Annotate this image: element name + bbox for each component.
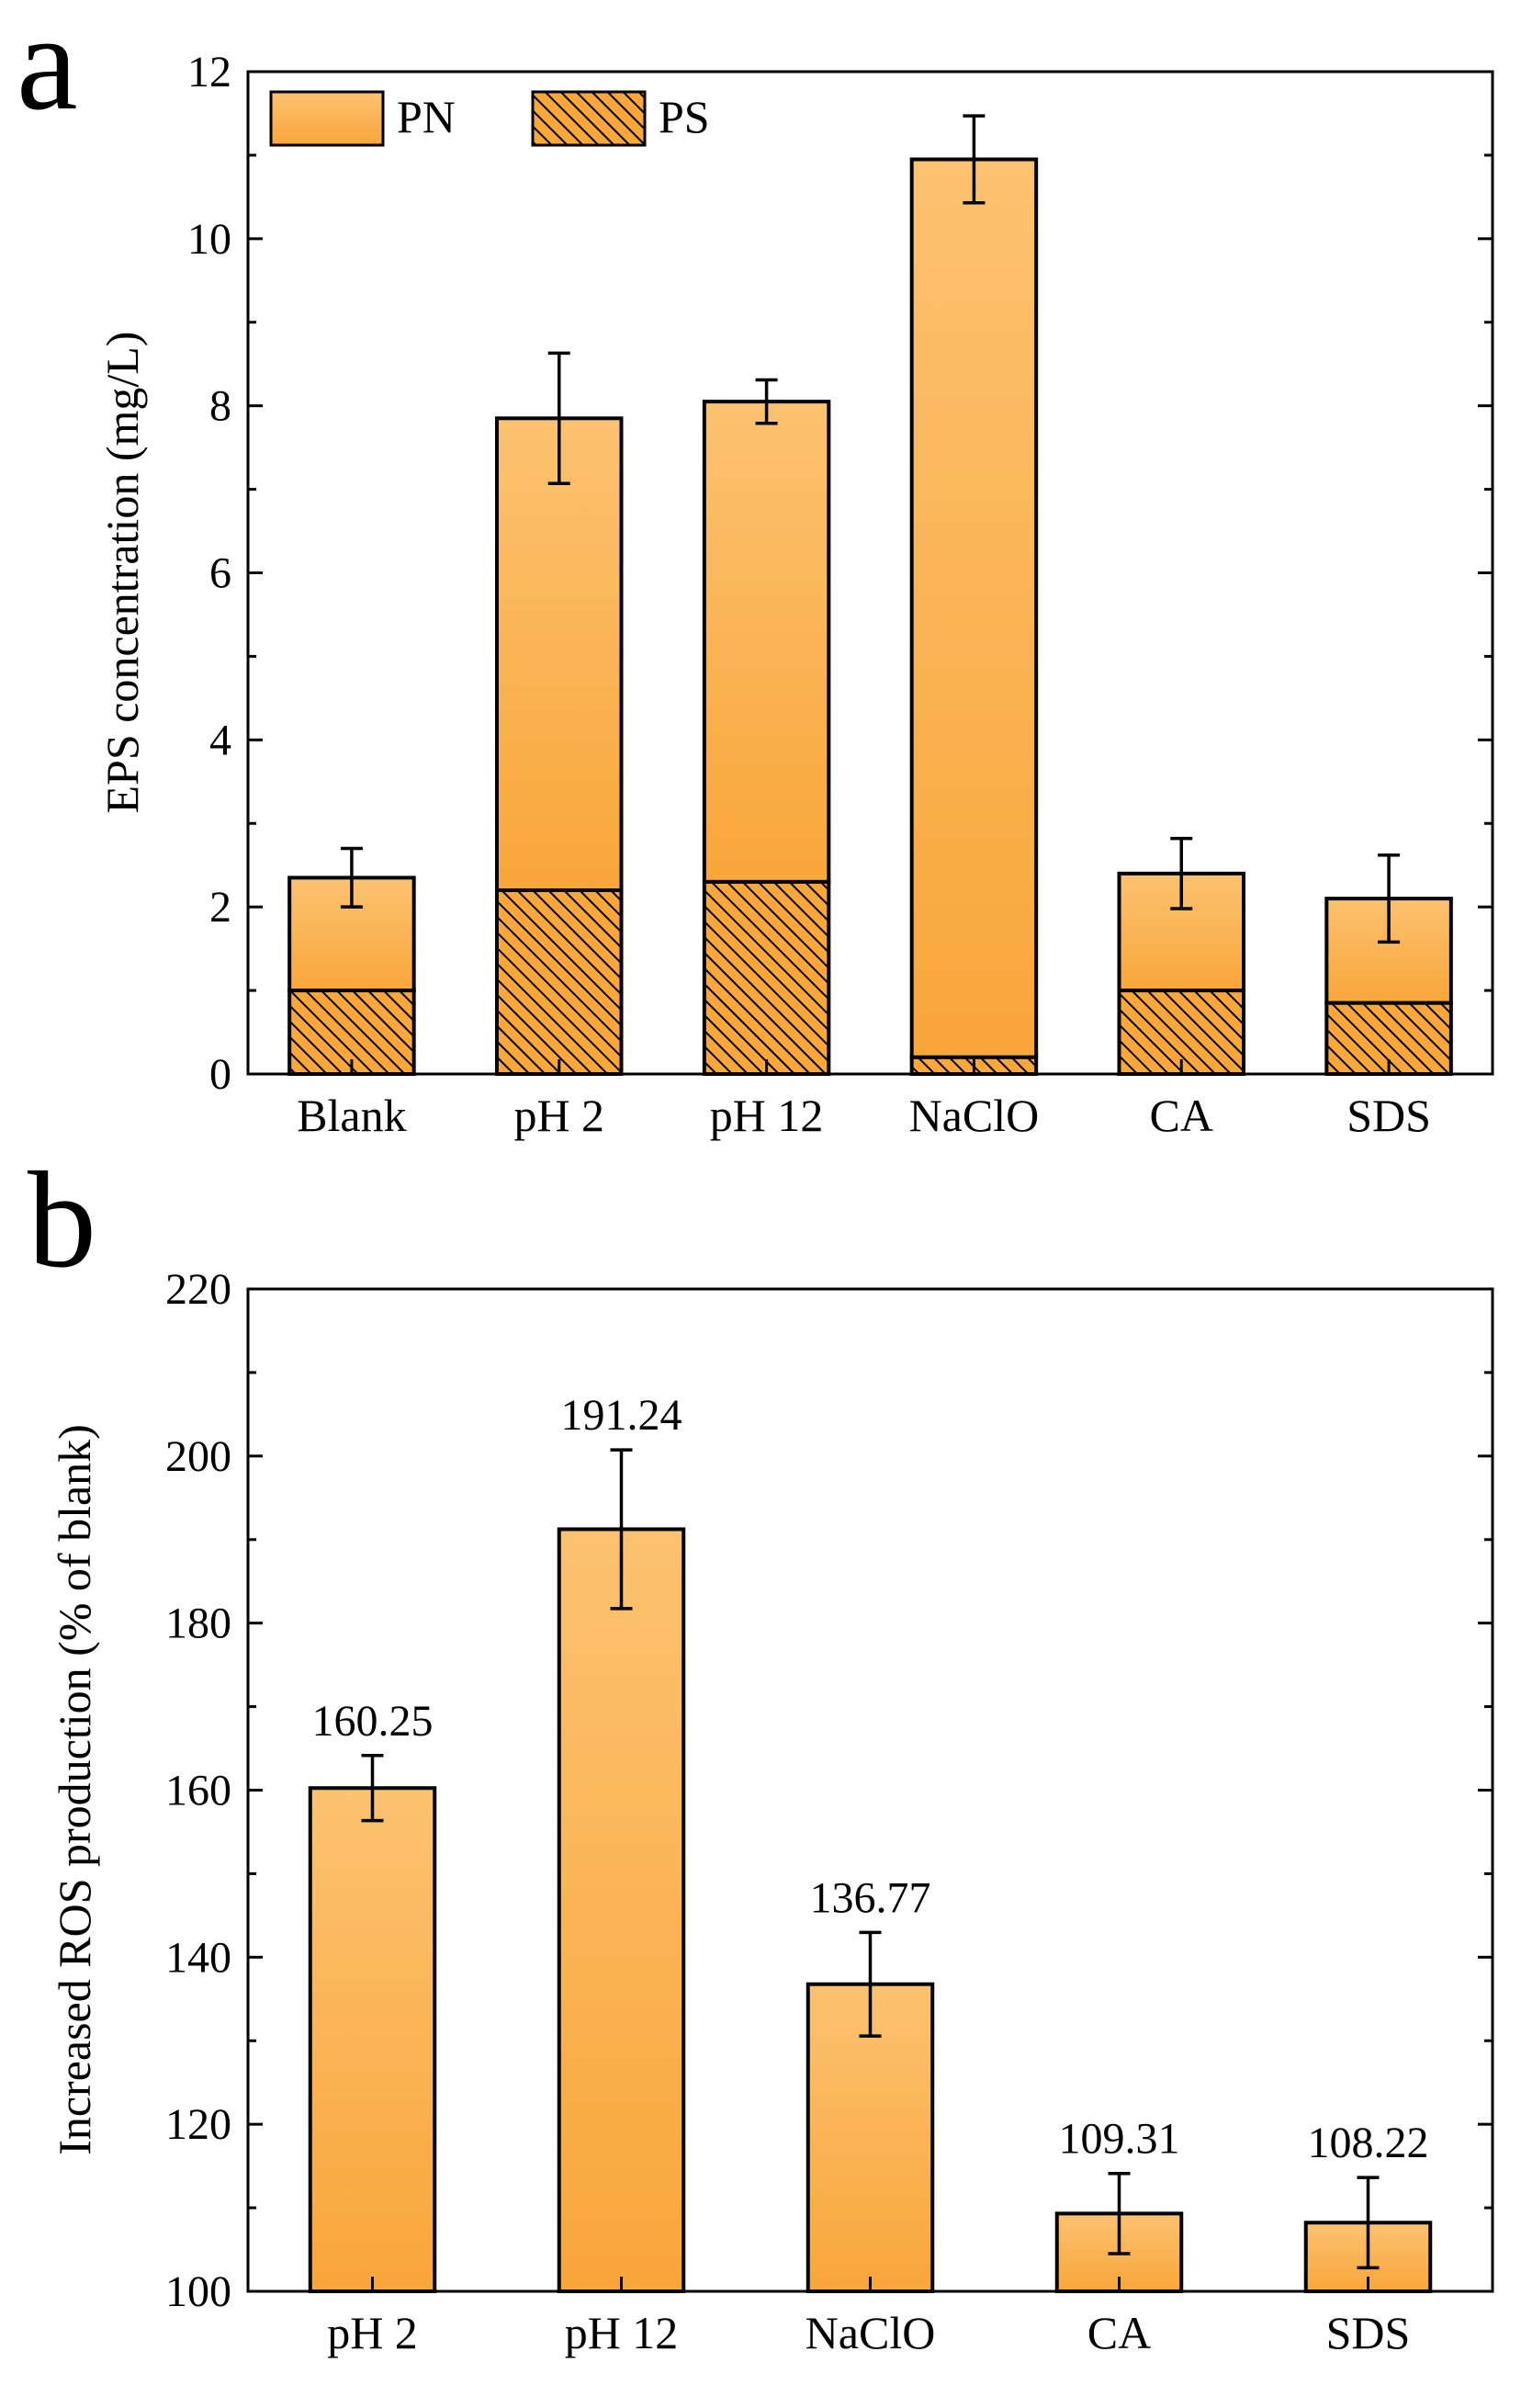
x-tick-label-ca: CA <box>1087 2307 1151 2358</box>
panel-b-letter: b <box>28 1144 96 1296</box>
chart-a-error-bars <box>340 114 1401 944</box>
chart-a-y-ticks: 0 2 4 6 8 10 12 <box>187 48 1493 1099</box>
chart-b-x-labels: pH 2 pH 12 NaClO CA SDS <box>327 2277 1410 2358</box>
x-tick-label-ph-2: pH 2 <box>513 1090 604 1141</box>
data-label-ca: 109.31 <box>1059 2115 1180 2164</box>
x-tick-label-naclo: NaClO <box>806 2307 936 2358</box>
y-tick-label: 2 <box>209 883 231 932</box>
y-tick-label: 120 <box>165 2100 231 2149</box>
y-tick-label: 10 <box>187 215 231 264</box>
chart-a-legend: PN PS <box>269 90 710 147</box>
bar-pn-ph-2 <box>495 416 624 892</box>
y-tick-label: 220 <box>165 1265 231 1314</box>
legend-ps-swatch <box>531 90 647 147</box>
y-tick-label: 100 <box>165 2267 231 2316</box>
chart-a-y-axis-title: EPS concentration (mg/L) <box>96 332 148 814</box>
y-tick-label: 4 <box>209 716 231 764</box>
legend-pn-swatch <box>269 90 385 147</box>
x-tick-label-blank: Blank <box>297 1090 406 1141</box>
chart-b-data-labels: 160.25 191.24 136.77 109.31 108.22 <box>312 1391 1429 2167</box>
bar-pn-ph-12 <box>702 400 831 884</box>
y-tick-label: 12 <box>187 48 231 96</box>
bar-ps-ph-2 <box>495 887 624 1076</box>
y-tick-label: 200 <box>165 1432 231 1481</box>
chart-b: 160.25 191.24 136.77 109.31 108.22 100 120 140… <box>49 1265 1494 2358</box>
x-tick-label-naclo: NaClO <box>909 1090 1040 1141</box>
y-tick-label: 8 <box>209 382 231 431</box>
chart-a-bars <box>287 157 1453 1077</box>
bar-pn-naclo <box>909 157 1039 1059</box>
chart-b-y-ticks: 100 120 140 160 180 200 220 <box>165 1265 1493 2316</box>
x-tick-label-sds: SDS <box>1346 1090 1431 1141</box>
bar-ps-ph-12 <box>702 879 831 1076</box>
data-label-sds: 108.22 <box>1308 2119 1429 2167</box>
legend-pn-label: PN <box>397 91 456 142</box>
data-label-ph-12: 191.24 <box>561 1391 682 1440</box>
chart-a-x-labels: Blank pH 2 pH 12 NaClO CA SDS <box>297 1059 1431 1141</box>
y-tick-label: 160 <box>165 1767 231 1815</box>
chart-a-plot-frame <box>246 70 1494 1076</box>
data-label-naclo: 136.77 <box>810 1873 931 1922</box>
legend-ps-label: PS <box>659 91 710 142</box>
x-tick-label-ph-12: pH 12 <box>565 2307 679 2358</box>
chart-b-y-axis-title: Increased ROS production (% of blank) <box>49 1424 100 2155</box>
x-tick-label-ph-2: pH 2 <box>327 2307 418 2358</box>
x-tick-label-ca: CA <box>1150 1090 1213 1141</box>
x-tick-label-ph-12: pH 12 <box>710 1090 824 1141</box>
panel-a-letter: a <box>17 0 78 139</box>
y-tick-label: 6 <box>209 549 231 598</box>
y-tick-label: 0 <box>209 1050 231 1099</box>
y-tick-label: 180 <box>165 1600 231 1648</box>
y-tick-label: 140 <box>165 1933 231 1982</box>
chart-a: 0 2 4 6 8 10 12 Blank pH 2 pH 12 NaClO CA SDS EPS c… <box>96 48 1494 1141</box>
chart-b-error-bars <box>361 1448 1380 2270</box>
x-tick-label-sds: SDS <box>1326 2307 1411 2358</box>
data-label-ph-2: 160.25 <box>312 1697 434 1746</box>
bar-ros-ph-12 <box>557 1527 686 2293</box>
bar-ros-ph-2 <box>308 1786 437 2293</box>
